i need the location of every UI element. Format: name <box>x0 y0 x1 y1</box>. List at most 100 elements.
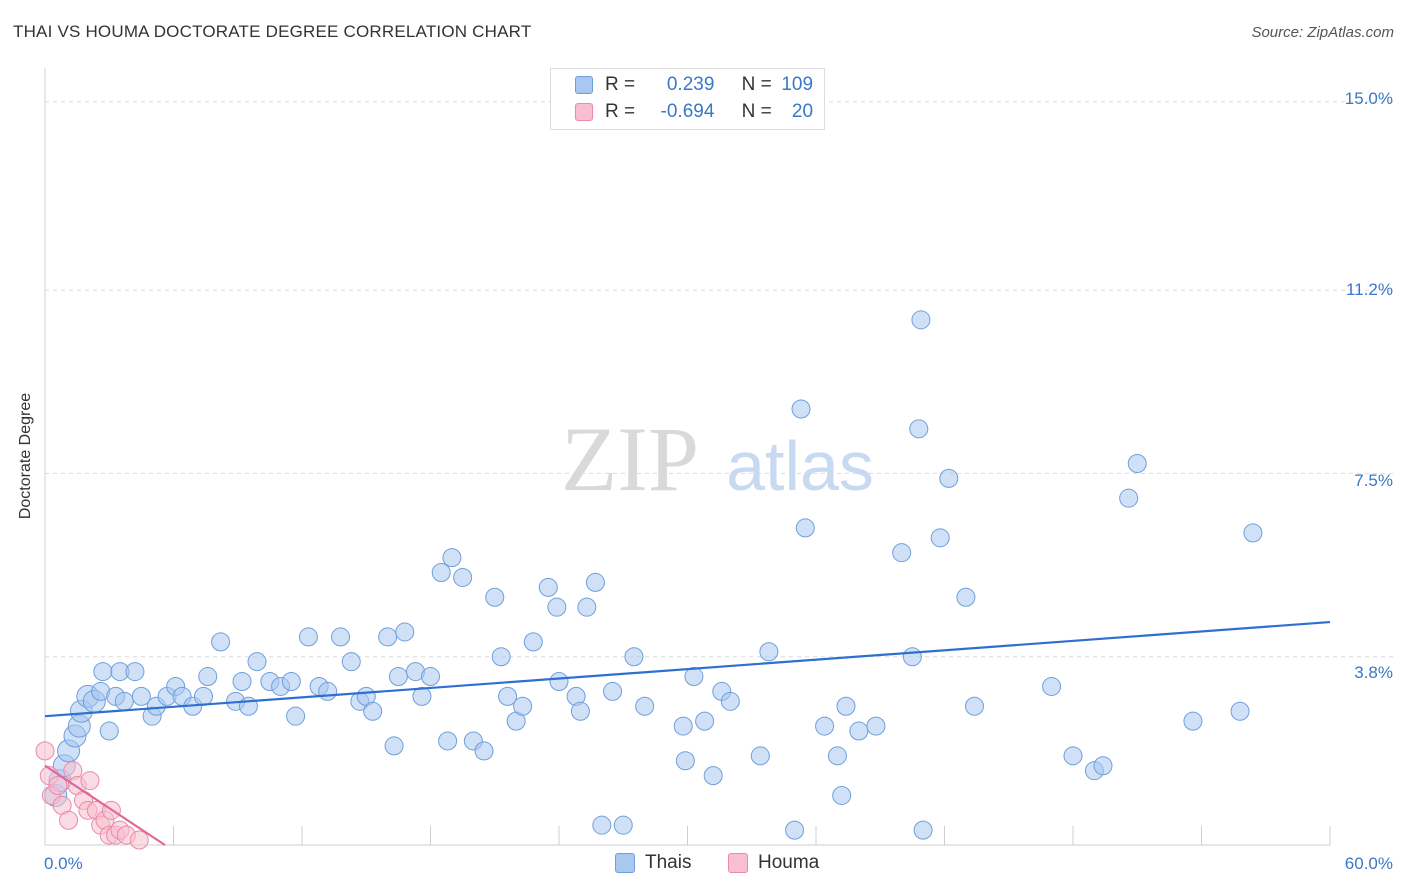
n-value: 20 <box>791 101 814 122</box>
point-thais <box>673 716 693 736</box>
point-thais <box>759 642 779 662</box>
point-thais <box>286 706 306 726</box>
bottom-legend-houma: Houma <box>728 852 819 874</box>
y-tick-label: 3.8% <box>1354 663 1393 682</box>
point-thais <box>412 686 432 706</box>
x-tick-label-min: 0.0% <box>44 854 83 873</box>
n-label: N = <box>741 74 772 95</box>
point-thais <box>114 691 134 711</box>
correlation-legend: R = 0.239 N = 109 R = -0.694 N = 20 <box>550 68 825 130</box>
point-thais <box>964 696 984 716</box>
point-thais <box>585 572 605 592</box>
point-thais <box>363 701 383 721</box>
point-thais <box>720 691 740 711</box>
point-thais <box>570 701 590 721</box>
point-thais <box>485 587 505 607</box>
point-thais <box>577 597 597 617</box>
point-thais <box>498 686 518 706</box>
legend-swatch-thais <box>575 75 593 94</box>
point-thais <box>547 597 567 617</box>
point-thais <box>939 468 959 488</box>
y-tick-labels: 15.0% 11.2% 7.5% 3.8% <box>1345 89 1393 682</box>
point-thais <box>421 667 440 687</box>
point-thais <box>298 627 318 647</box>
point-thais <box>232 672 252 691</box>
point-thais <box>549 672 569 691</box>
point-thais <box>795 518 815 538</box>
bottom-legend-swatch-houma <box>728 852 748 873</box>
bottom-legend-swatch-thais <box>615 852 635 873</box>
point-thais <box>909 419 929 439</box>
point-thais <box>836 696 856 716</box>
point-thais <box>1042 676 1062 696</box>
point-houma <box>48 776 68 796</box>
legend-row-thais: R = 0.239 N = 109 <box>575 74 813 98</box>
point-houma <box>59 810 79 830</box>
point-thais <box>247 652 267 672</box>
point-houma <box>80 771 100 791</box>
point-thais <box>193 686 213 706</box>
point-thais <box>624 647 644 667</box>
x-tick-label-max: 60.0% <box>1345 854 1393 873</box>
point-houma <box>129 830 149 850</box>
point-thais <box>198 667 218 687</box>
trend-lines <box>44 620 1331 846</box>
point-thais <box>1183 711 1203 731</box>
watermark: ZIP atlas <box>561 408 874 510</box>
point-thais <box>785 820 805 840</box>
point-houma <box>35 741 55 761</box>
point-thais <box>438 731 458 751</box>
point-thais <box>603 681 623 701</box>
point-thais <box>832 785 852 805</box>
point-thais <box>750 746 770 766</box>
point-thais <box>523 632 543 652</box>
n-value: 109 <box>781 74 814 95</box>
point-thais <box>318 681 338 701</box>
r-value: 0.239 <box>666 74 715 95</box>
point-thais <box>125 662 145 682</box>
legend-row-houma: R = -0.694 N = 20 <box>575 101 813 125</box>
point-thais <box>815 716 835 736</box>
series-thais <box>44 310 1263 840</box>
point-thais <box>675 751 695 771</box>
point-thais <box>827 746 847 766</box>
point-thais <box>791 399 811 419</box>
n-label: N = <box>741 101 772 122</box>
chart-title: THAI VS HOUMA DOCTORATE DEGREE CORRELATI… <box>13 22 532 41</box>
point-thais <box>99 721 119 741</box>
bottom-legend-label: Thais <box>645 852 692 873</box>
y-tick-label: 11.2% <box>1346 280 1393 299</box>
point-thais <box>453 567 473 587</box>
y-tick-label: 7.5% <box>1354 471 1393 490</box>
y-tick-label: 15.0% <box>1345 89 1393 108</box>
point-thais <box>331 627 351 647</box>
watermark-zip: ZIP <box>561 408 699 510</box>
trend-line-houma <box>44 764 166 846</box>
point-thais <box>431 563 451 582</box>
point-thais <box>902 647 922 667</box>
point-thais <box>1093 756 1113 776</box>
legend-swatch-houma <box>575 102 593 121</box>
bottom-legend-thais: Thais <box>615 852 691 874</box>
point-thais <box>1119 488 1139 508</box>
point-thais <box>131 686 151 706</box>
source-label: Source: ZipAtlas.com <box>1251 24 1394 41</box>
point-thais <box>613 815 633 835</box>
series-houma <box>35 741 149 850</box>
point-thais <box>442 548 462 568</box>
point-thais <box>395 622 415 642</box>
point-thais <box>592 815 612 835</box>
point-thais <box>384 736 404 756</box>
point-thais <box>684 667 704 687</box>
point-thais <box>911 310 931 330</box>
r-label: R = <box>605 74 636 95</box>
point-thais <box>930 528 950 548</box>
trend-line-thais <box>44 620 1331 718</box>
point-thais <box>513 696 533 716</box>
point-thais <box>378 627 398 647</box>
point-thais <box>866 716 886 736</box>
point-thais <box>635 696 655 716</box>
watermark-atlas: atlas <box>726 427 874 505</box>
point-thais <box>1243 523 1263 543</box>
